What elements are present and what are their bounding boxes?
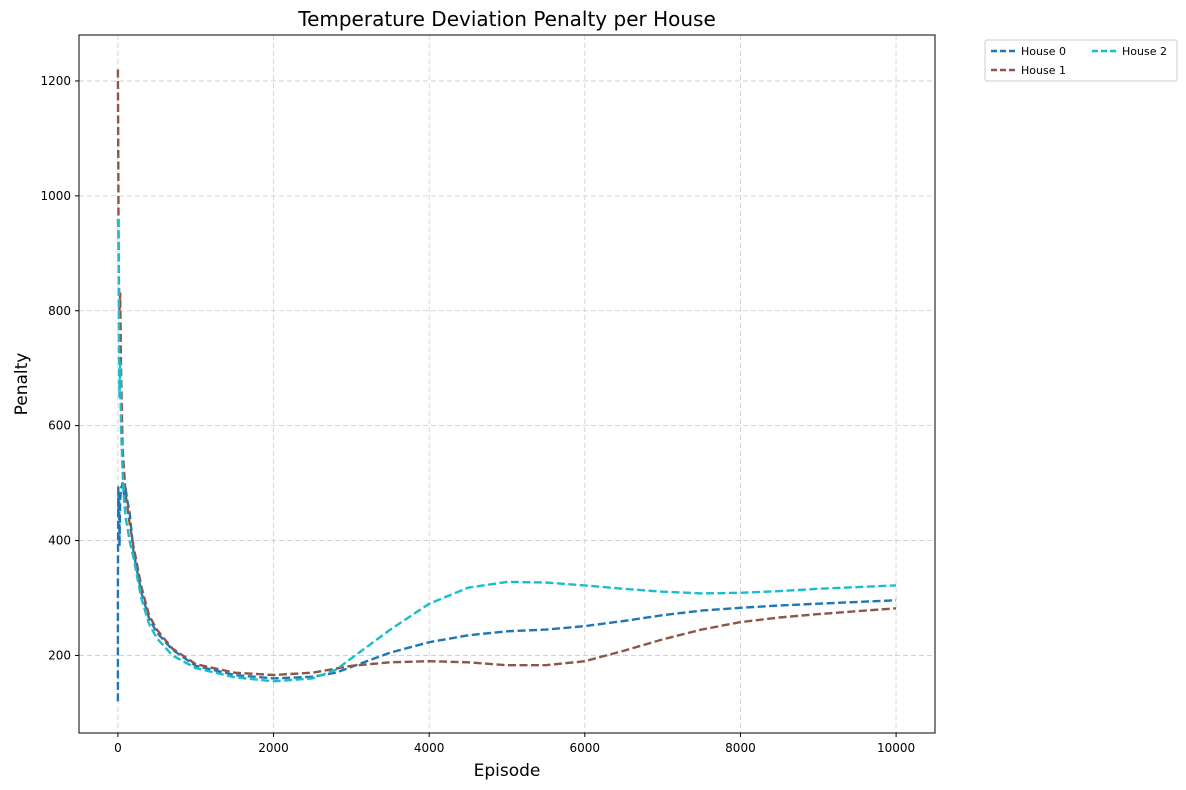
- legend: House 0 House 1 House 2: [984, 39, 1178, 82]
- series-line-house-1: [116, 69, 897, 677]
- legend-label: House 1: [1021, 64, 1066, 77]
- series-line-house-2: [116, 218, 897, 683]
- x-tick-label: 10000: [877, 741, 915, 755]
- grid-layer: [79, 35, 935, 733]
- x-tick-label: 8000: [725, 741, 756, 755]
- y-tick-label: 1000: [40, 189, 71, 203]
- x-tick-label: 0: [114, 741, 122, 755]
- series-line-house-0: [116, 481, 897, 702]
- legend-label: House 0: [1021, 45, 1066, 58]
- x-tick-label: 2000: [258, 741, 289, 755]
- y-tick-label: 1200: [40, 74, 71, 88]
- series-layer: [116, 69, 897, 702]
- legend-label: House 2: [1122, 45, 1167, 58]
- x-tick-label: 4000: [414, 741, 445, 755]
- y-tick-label: 400: [48, 534, 71, 548]
- chart-title: Temperature Deviation Penalty per House: [297, 7, 716, 31]
- x-axis-title: Episode: [474, 761, 541, 781]
- x-tick-label: 6000: [570, 741, 601, 755]
- y-axis-title: Penalty: [12, 353, 32, 416]
- tick-layer: 0 2000 4000 6000 8000 10000 200 400 600 800 1000 12…: [40, 74, 915, 755]
- legend-box: [984, 39, 1178, 82]
- y-tick-label: 600: [48, 419, 71, 433]
- y-tick-label: 800: [48, 304, 71, 318]
- y-tick-label: 200: [48, 648, 71, 662]
- plot-frame: [78, 34, 936, 734]
